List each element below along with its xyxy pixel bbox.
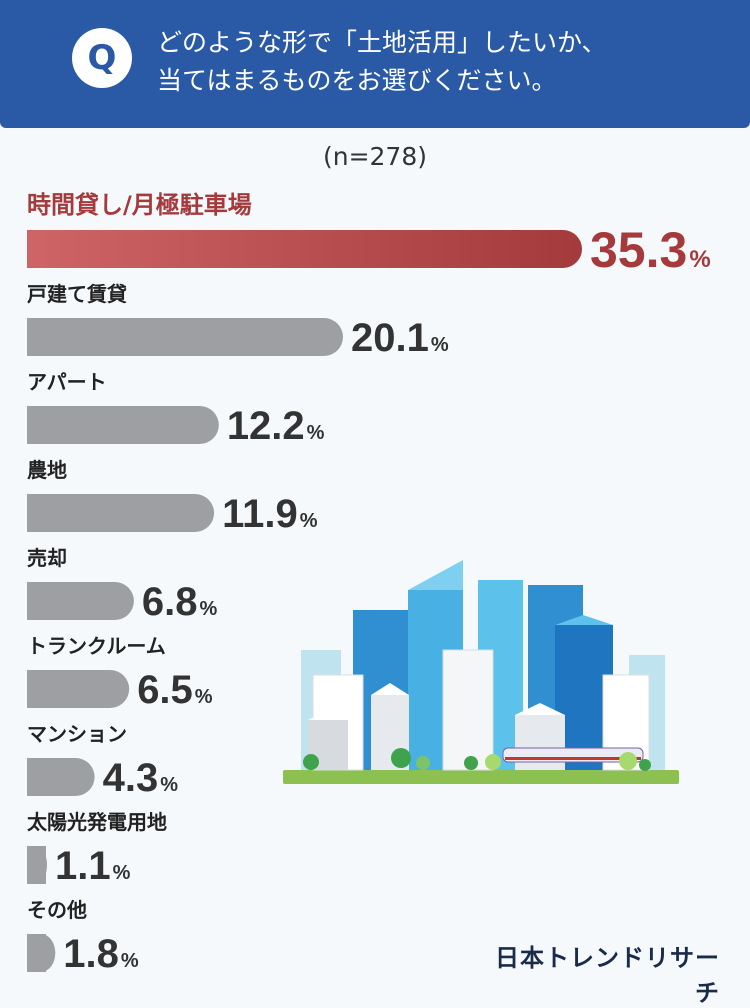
bar (27, 670, 130, 708)
value-unit: % (689, 246, 710, 273)
city-skyline-illustration (283, 560, 679, 784)
category-label: 農地 (27, 458, 67, 482)
bar (27, 494, 215, 532)
value-unit: % (300, 510, 318, 532)
value-unit: % (431, 334, 449, 356)
bar-left-edge (27, 406, 46, 444)
category-label: 戸建て賃貸 (27, 282, 127, 306)
question-badge: Q (72, 28, 132, 88)
brand-logo: 日本トレンドリサーチ (495, 944, 720, 1007)
bar (27, 318, 344, 356)
value-number: 20.1 (351, 316, 429, 360)
value-number: 6.8 (142, 580, 198, 624)
sample-size: (n=278) (322, 142, 428, 171)
value-label: 1.8% (63, 932, 139, 976)
bar-left-edge (27, 494, 46, 532)
bar-left-edge (27, 582, 46, 620)
value-unit: % (160, 774, 178, 796)
value-number: 11.9 (222, 492, 298, 536)
value-unit: % (113, 862, 131, 884)
question-header: Q どのような形で「土地活用」したいか、 当てはまるものをお選びください。 (0, 0, 750, 128)
category-label: マンション (27, 722, 127, 746)
value-unit: % (121, 950, 139, 972)
value-number: 4.3 (103, 756, 159, 800)
value-unit: % (200, 598, 218, 620)
bar-left-edge (27, 758, 46, 796)
question-text: どのような形で「土地活用」したいか、 当てはまるものをお選びください。 (157, 24, 717, 100)
bar-left-edge (27, 230, 46, 268)
category-label: 太陽光発電用地 (27, 810, 167, 834)
value-number: 12.2 (227, 404, 305, 448)
bar-left-edge (27, 318, 46, 356)
bar (27, 230, 582, 268)
value-label: 6.5% (137, 668, 213, 712)
value-label: 20.1% (351, 316, 449, 360)
category-label: トランクルーム (27, 634, 166, 658)
value-number: 35.3 (590, 222, 687, 278)
question-line-1: どのような形で「土地活用」したいか、 (157, 28, 607, 57)
value-number: 1.8 (63, 932, 119, 976)
bar (27, 406, 219, 444)
value-label: 1.1% (55, 844, 131, 888)
value-label: 35.3% (590, 222, 711, 278)
question-line-2: 当てはまるものをお選びください。 (157, 66, 557, 95)
category-label: その他 (27, 898, 87, 922)
value-number: 6.5 (137, 668, 193, 712)
value-number: 1.1 (55, 844, 111, 888)
value-label: 4.3% (103, 756, 179, 800)
bar-left-edge (27, 670, 46, 708)
value-unit: % (307, 422, 325, 444)
value-unit: % (195, 686, 213, 708)
category-label: 売却 (27, 546, 67, 570)
bar-left-edge (27, 846, 46, 884)
category-label: アパート (27, 370, 107, 394)
value-label: 12.2% (227, 404, 325, 448)
value-label: 11.9% (222, 492, 318, 536)
value-label: 6.8% (142, 580, 218, 624)
bar (27, 582, 134, 620)
bar-left-edge (27, 934, 46, 972)
category-label: 時間貸し/月極駐車場 (27, 191, 252, 219)
